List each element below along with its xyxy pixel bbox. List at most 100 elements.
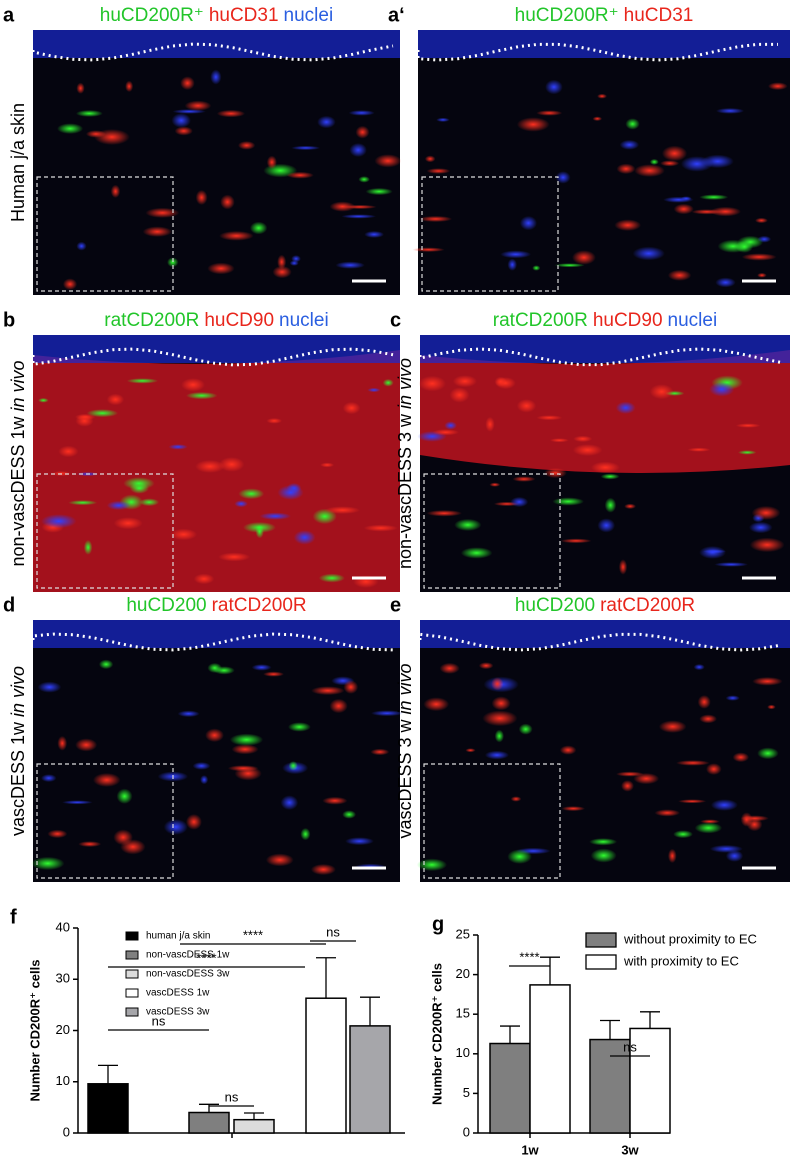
- cell: [238, 488, 265, 500]
- cell: [412, 247, 445, 252]
- stain: nuclei: [284, 5, 334, 26]
- inset: [423, 473, 561, 589]
- cell: [180, 76, 195, 90]
- micrograph-texture: [31, 30, 402, 292]
- stain: huCD200: [126, 595, 206, 616]
- side-part: Human j/a skin: [8, 103, 28, 222]
- cell: [618, 559, 628, 575]
- legend-swatch: [125, 931, 139, 941]
- cell: [699, 194, 729, 200]
- side-part: in vivo: [395, 358, 415, 409]
- panel-letter: a‘: [388, 4, 405, 26]
- cell: [426, 168, 451, 174]
- panel-letter: f: [10, 906, 17, 928]
- y-tick-label: 0: [63, 1124, 70, 1139]
- cell: [120, 839, 146, 855]
- cell: [98, 659, 114, 670]
- y-tick-label: 30: [56, 971, 70, 986]
- panel-letter: d: [3, 594, 15, 616]
- cell: [218, 457, 245, 472]
- epidermis: [418, 30, 790, 58]
- stain: ratCD200R: [600, 595, 695, 616]
- dermal-border: [418, 347, 781, 367]
- y-tick-label: 15: [456, 1006, 470, 1021]
- cell: [174, 126, 193, 136]
- cell: [678, 799, 707, 804]
- bar: [87, 1083, 129, 1134]
- cell: [710, 206, 741, 217]
- cell: [590, 848, 617, 863]
- cell: [31, 856, 65, 871]
- cell: [185, 814, 202, 830]
- inset: [421, 176, 559, 292]
- cell: [436, 117, 450, 122]
- cell: [573, 435, 593, 443]
- legend-label: vascDESS 1w: [146, 988, 210, 999]
- cell: [768, 82, 788, 91]
- stain-label: ratCD200R huCD90 nuclei: [493, 310, 717, 331]
- cell: [418, 375, 446, 392]
- cell: [259, 512, 292, 520]
- cell: [83, 539, 93, 555]
- bar: [529, 984, 571, 1134]
- cell: [658, 720, 687, 733]
- bar: [188, 1111, 230, 1134]
- dermal-border: [31, 632, 394, 652]
- cell: [667, 269, 692, 281]
- cell: [597, 518, 616, 533]
- side-part: in vivo: [395, 663, 415, 714]
- cell: [106, 500, 131, 511]
- cell: [317, 115, 336, 129]
- stain: huCD90: [204, 310, 274, 331]
- cell: [706, 763, 722, 775]
- y-tick-label: 20: [456, 966, 470, 981]
- stain-label: huCD200R⁺ huCD31: [515, 5, 694, 26]
- cell: [554, 263, 585, 268]
- cell: [200, 775, 209, 785]
- cell: [510, 496, 529, 508]
- cell: [266, 417, 283, 424]
- y-tick-label: 25: [456, 926, 470, 941]
- cell: [654, 809, 680, 817]
- cell: [615, 401, 636, 414]
- cell: [545, 79, 563, 95]
- cell: [697, 695, 711, 709]
- cell: [238, 141, 256, 150]
- micrograph-texture: [412, 30, 790, 292]
- cell: [500, 250, 532, 259]
- cell: [291, 145, 321, 151]
- cell: [106, 393, 125, 406]
- cell: [624, 503, 637, 510]
- cell: [227, 765, 259, 772]
- side-label: Human j/a skin: [8, 103, 28, 222]
- panel-letter: a: [3, 4, 15, 26]
- cell: [749, 537, 785, 553]
- cell: [755, 217, 768, 224]
- cell: [57, 123, 84, 134]
- panel-letter: e: [390, 594, 401, 616]
- cell: [700, 819, 720, 824]
- cell: [710, 799, 738, 811]
- cell: [311, 686, 345, 696]
- cell: [519, 215, 538, 231]
- stain: nuclei: [668, 310, 718, 331]
- cell: [725, 850, 744, 862]
- cell: [634, 164, 665, 177]
- significance-label: ****: [196, 950, 216, 965]
- cell: [192, 762, 211, 770]
- cell: [170, 528, 198, 541]
- cell: [363, 524, 398, 532]
- cell: [255, 524, 264, 539]
- cell: [92, 772, 121, 787]
- bar: [489, 1042, 531, 1134]
- stain: huCD200R⁺: [515, 5, 619, 26]
- cell: [277, 254, 287, 270]
- cell: [288, 722, 311, 732]
- cell: [715, 107, 745, 114]
- cell: [329, 698, 348, 714]
- cell: [125, 80, 134, 93]
- y-tick-label: 10: [456, 1045, 470, 1060]
- cell: [616, 163, 636, 175]
- cell: [741, 253, 777, 261]
